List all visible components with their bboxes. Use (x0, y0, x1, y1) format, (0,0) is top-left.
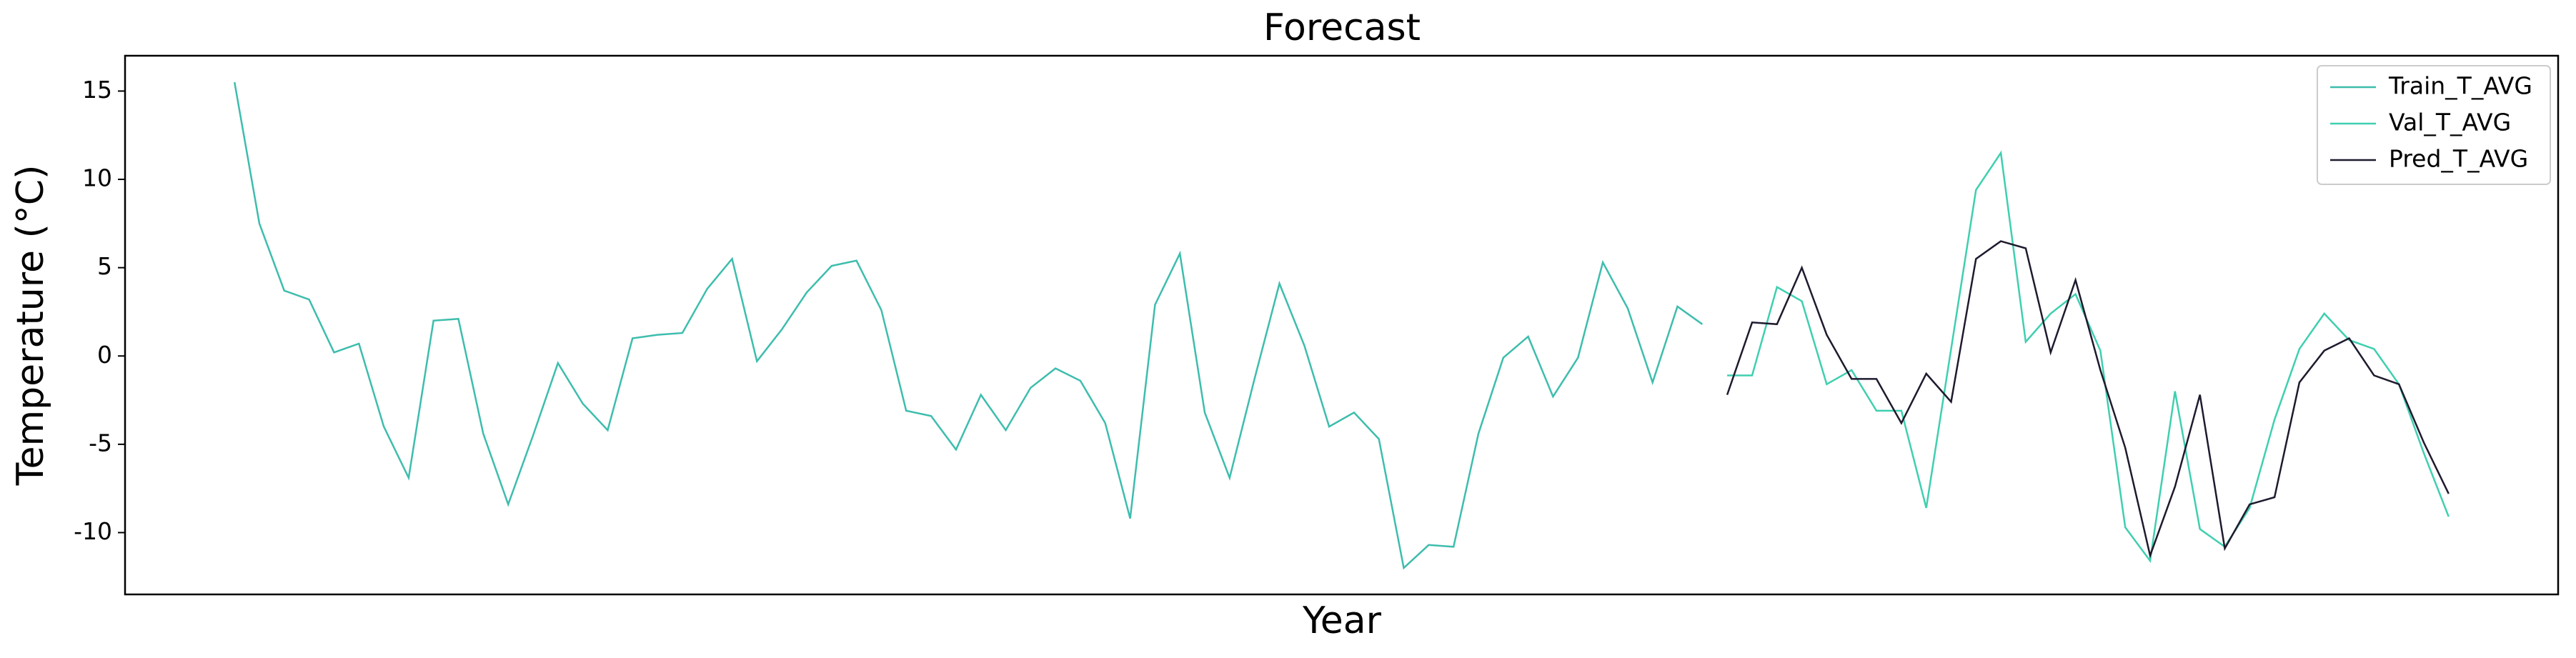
legend-box (2317, 65, 2551, 185)
y-axis-label: Temperature (°C) (9, 165, 52, 487)
y-tick-label: 5 (97, 252, 112, 280)
x-axis-label: Year (1302, 599, 1382, 642)
y-tick-label: 0 (97, 341, 112, 369)
y-tick-label: 15 (82, 76, 112, 104)
series-line (1726, 240, 2450, 559)
series-line (1727, 150, 2450, 564)
y-tick-label: -10 (74, 517, 112, 545)
y-tick-label: 10 (82, 164, 112, 192)
legend-label: Pred_T_AVG (2389, 145, 2528, 173)
legend-label: Train_T_AVG (2388, 72, 2532, 100)
plot-frame (124, 54, 2560, 596)
chart-title: Forecast (1263, 6, 1421, 49)
legend-label: Val_T_AVG (2389, 109, 2511, 136)
series-line (233, 81, 1704, 570)
y-tick-label: -5 (89, 429, 112, 457)
